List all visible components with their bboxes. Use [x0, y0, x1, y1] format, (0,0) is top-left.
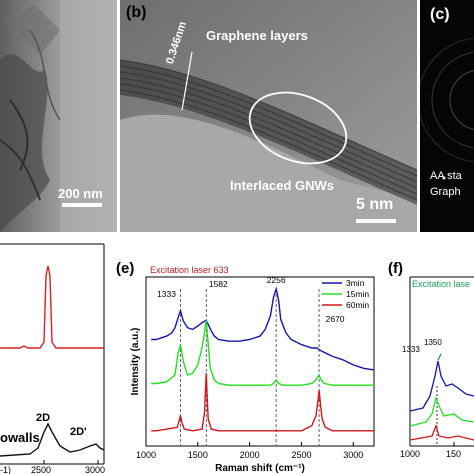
chart-title: Excitation laser 633	[150, 265, 229, 275]
x-tick-label: 2000	[240, 450, 260, 460]
series-line-60min	[151, 373, 374, 432]
diffraction-rings	[420, 0, 474, 232]
raman-plot-d-svg	[0, 243, 105, 465]
peak-label: 1582	[209, 279, 228, 289]
diffraction-image-c: (c) AA sta Graph	[420, 0, 474, 232]
panel-label-b: (b)	[126, 4, 147, 21]
legend-label-15min: 15min	[346, 289, 369, 299]
peak-label-1350-f: 1350	[424, 338, 442, 347]
x-tick-label: 1500	[188, 450, 208, 460]
peak-label-1333-f: 1333	[402, 345, 420, 354]
peak-2dprime: 2D'	[70, 426, 87, 438]
x-tick-label: 2500	[291, 450, 311, 460]
tick-150-f: 150	[446, 449, 462, 459]
raman-plot-f-svg	[409, 276, 474, 447]
raman-d-black-curve	[0, 422, 105, 457]
raman-plot-f: (f) Excitation lase 1333 1350 1000 150	[388, 236, 474, 474]
hrtem-image-b-texture	[120, 0, 417, 232]
raman-plot-d: 2D 2D 2D' owalls 2500 3000 -1)	[0, 236, 112, 474]
x-axis-label: Raman shift (cm⁻¹)	[215, 463, 305, 474]
tick-3000: 3000	[85, 465, 106, 474]
peak-label: 2670	[326, 314, 345, 324]
scale-bar-label-b: 5 nm	[356, 196, 394, 213]
xlabel-fragment-d: -1)	[0, 465, 11, 474]
raman-chart-e-svg: 1000 1500 2000 2500 3000 1333 1582 2256 2670 Exci…	[130, 265, 375, 474]
scale-bar-a	[62, 203, 102, 207]
tem-image-a: 200 nm	[0, 0, 117, 232]
raman-f-red-curve	[409, 424, 474, 441]
panel-label-e: (e)	[116, 260, 135, 277]
series-line-3min	[151, 286, 375, 371]
x-tick-label: 3000	[343, 450, 363, 460]
raman-f-blue-curve	[409, 360, 474, 412]
plot-frame	[145, 276, 375, 447]
raman-chart-e: (e) 1000 1500 2000 2500 3000 1333 1582 2256 2670…	[112, 236, 388, 474]
interlaced-gnws-label: Interlaced GNWs	[230, 178, 335, 193]
peak-2d-bottom: 2D	[36, 412, 51, 424]
tem-image-a-texture	[0, 0, 117, 232]
tick-2500: 2500	[31, 465, 52, 474]
scale-bar-b	[356, 219, 396, 223]
excitation-label-f: Excitation lase	[412, 279, 471, 289]
x-tick-label: 1000	[136, 450, 156, 460]
y-axis-label: Intensity (a.u.)	[130, 328, 141, 396]
graphene-layers-label: Graphene layers	[206, 28, 308, 43]
raman-d-red-curve	[0, 265, 104, 349]
scale-bar-label-a: 200 nm	[58, 186, 103, 201]
legend-label-3min: 3min	[346, 278, 365, 288]
peak-label: 1333	[157, 289, 176, 299]
walls-label: owalls	[0, 430, 40, 445]
panel-label-c: (c)	[430, 6, 450, 23]
hrtem-image-b: (b) Graphene layers 0.346nm Interlaced G…	[120, 0, 417, 232]
series-line-15min	[151, 320, 374, 386]
peak-label: 2256	[267, 275, 286, 285]
diffraction-text-line2: Graph	[430, 186, 461, 198]
tick-1000-f: 1000	[400, 449, 421, 459]
legend-label-60min: 60min	[346, 300, 369, 310]
diffraction-text-line1: AA sta	[430, 170, 462, 182]
raman-f-green-curve	[409, 395, 474, 427]
panel-label-f: (f)	[388, 260, 403, 277]
